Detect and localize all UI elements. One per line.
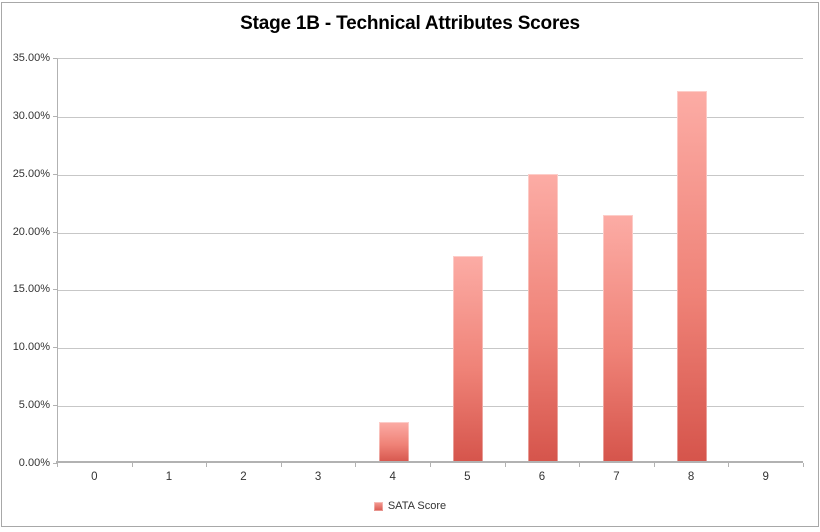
x-axis-tick (206, 463, 208, 467)
x-tick-label: 0 (91, 471, 98, 483)
y-tick-label: 20.00% (12, 225, 50, 238)
x-axis-tick (131, 463, 133, 467)
bar-6 (527, 173, 558, 463)
x-axis-tick (504, 463, 506, 467)
y-tick-label: 5.00% (18, 399, 50, 412)
x-axis-line (56, 461, 803, 463)
x-tick-label: 6 (538, 471, 546, 483)
y-tick-label: 25.00% (12, 167, 50, 180)
x-axis-tick (728, 463, 730, 467)
y-axis-tick (53, 289, 57, 291)
y-tick-label: 30.00% (12, 109, 50, 122)
gridline (58, 232, 804, 234)
x-tick-label: 2 (240, 471, 247, 483)
x-axis-tick (430, 463, 431, 467)
y-axis-tick (53, 347, 57, 349)
x-tick-label: 9 (762, 471, 769, 483)
x-axis-tick (803, 463, 804, 467)
x-tick-label: 7 (613, 471, 620, 483)
y-tick-label: 10.00% (12, 341, 50, 354)
bar-7 (602, 215, 633, 463)
y-axis-tick (53, 231, 57, 233)
legend-label: SATA Score (387, 500, 447, 512)
legend: SATA Score (0, 500, 820, 512)
x-tick-label: 4 (389, 471, 396, 483)
y-tick-label: 0.00% (18, 457, 50, 469)
y-axis-tick (53, 58, 57, 59)
legend-swatch-icon (373, 501, 383, 511)
y-axis-tick (53, 405, 57, 407)
x-axis-tick (653, 463, 655, 467)
gridline (58, 290, 804, 292)
y-axis-tick (53, 115, 57, 117)
x-tick-label: 5 (464, 471, 471, 483)
bar-5 (453, 256, 484, 463)
bar-4 (378, 421, 409, 463)
plot-area (57, 58, 804, 463)
x-axis-tick (579, 463, 581, 467)
x-tick-label: 1 (165, 471, 173, 483)
y-axis-tick (53, 173, 57, 175)
x-axis-tick (280, 463, 282, 467)
y-axis-tick (53, 463, 57, 464)
gridline (58, 174, 804, 176)
y-tick-label: 15.00% (12, 283, 50, 296)
y-tick-label: 35.00% (12, 52, 50, 64)
x-tick-label: 3 (314, 471, 322, 483)
gridline (58, 348, 804, 350)
x-axis-tick (57, 463, 58, 467)
x-axis-tick (355, 463, 357, 467)
gridline (58, 116, 804, 118)
gridline (58, 406, 804, 408)
bar-8 (677, 91, 708, 463)
x-tick-label: 8 (687, 471, 695, 483)
chart-title: Stage 1B - Technical Attributes Scores (240, 13, 580, 34)
